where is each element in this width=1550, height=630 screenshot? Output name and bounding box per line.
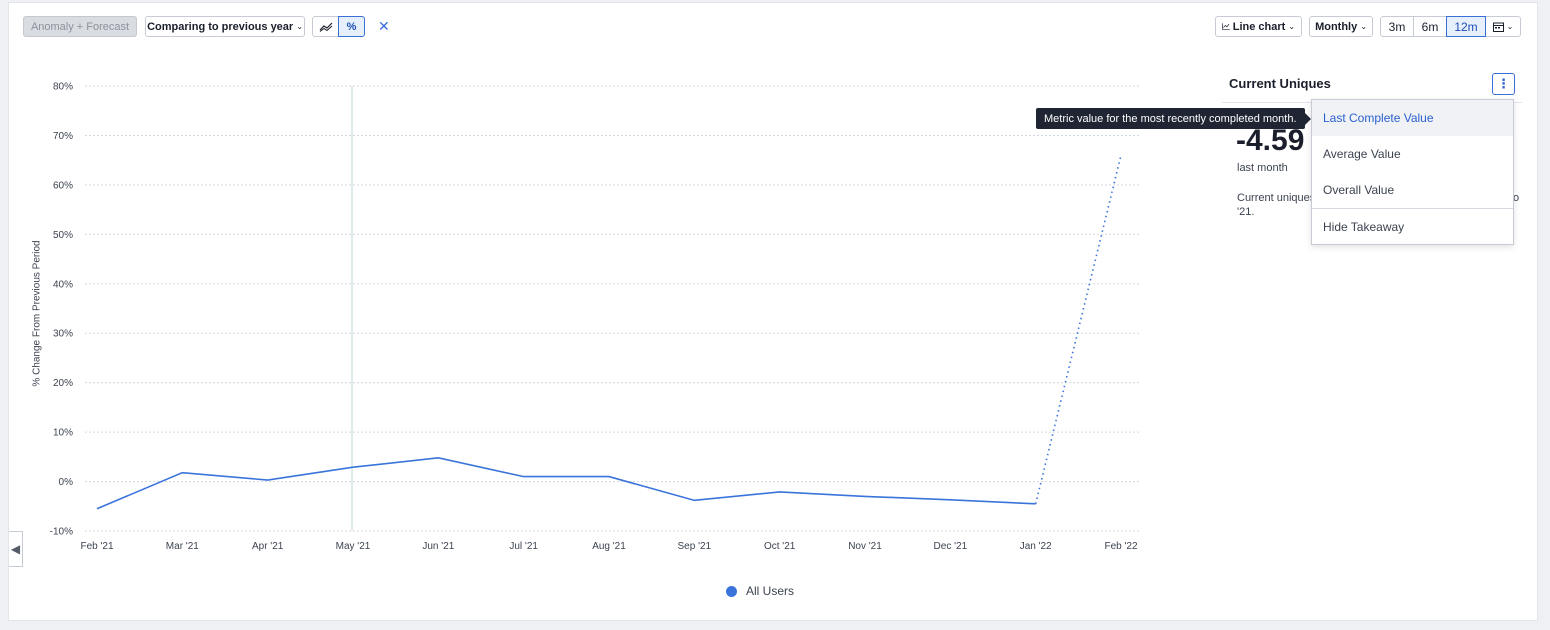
y-tick-label: 50% [53, 230, 73, 241]
x-tick-label: Dec '21 [934, 541, 968, 552]
takeaway-text: Current uniques o '21. [1237, 191, 1527, 219]
chart-legend[interactable]: All Users [726, 584, 794, 598]
close-icon[interactable]: ✕ [378, 18, 390, 34]
compare-label: Comparing to previous year [147, 20, 294, 33]
percent-label: % [346, 20, 357, 33]
line-chart-icon [1222, 23, 1230, 30]
x-tick-label: Jun '21 [422, 541, 454, 552]
interval-dropdown[interactable]: Monthly ⌄ [1309, 16, 1373, 37]
x-tick-label: Feb '22 [1104, 541, 1137, 552]
x-tick-label: Oct '21 [764, 541, 796, 552]
interval-label: Monthly [1315, 20, 1358, 33]
metric-value: -4.59 [1236, 124, 1305, 157]
percent-toggle-button[interactable]: % [338, 16, 365, 37]
anomaly-forecast-button[interactable]: Anomaly + Forecast [23, 16, 137, 37]
tooltip: Metric value for the most recently compl… [1036, 108, 1310, 129]
line-chart: -10% 0% 10% 20% 30% 40% 50% 60% 70% 80% Feb '21 Mar… [50, 82, 1139, 552]
kebab-menu-icon[interactable]: ⋮ [1492, 73, 1515, 95]
display-mode-toggle: % [312, 16, 365, 37]
y-tick-label: 10% [53, 428, 73, 439]
menu-item-last-complete-value[interactable]: Last Complete Value [1312, 100, 1513, 136]
menu-separator [1312, 208, 1513, 209]
menu-item-average-value[interactable]: Average Value [1323, 147, 1401, 161]
range-3m-button[interactable]: 3m [1380, 16, 1414, 37]
chevron-down-icon: ⌄ [296, 22, 303, 31]
range-label: 3m [1388, 19, 1406, 34]
range-label: 12m [1454, 19, 1478, 34]
y-tick-label: 60% [53, 180, 73, 191]
compare-dropdown[interactable]: Comparing to previous year ⌄ [145, 16, 305, 37]
takeaway-menu: Last Complete Value Average Value Overal… [1311, 99, 1514, 245]
range-6m-button[interactable]: 6m [1413, 16, 1447, 37]
x-tick-label: May '21 [336, 541, 371, 552]
chevron-down-icon: ⌄ [1360, 22, 1367, 31]
series-line-all-users [96, 457, 1036, 510]
y-tick-label: 80% [53, 82, 73, 93]
legend-swatch [726, 585, 737, 597]
x-tick-label: Sep '21 [678, 541, 712, 552]
takeaway-tail: o [1513, 192, 1520, 204]
chevron-down-icon: ⌄ [1506, 22, 1514, 31]
x-tick-label: Aug '21 [592, 541, 626, 552]
trend-lines-icon [319, 22, 332, 32]
y-tick-label: 30% [53, 329, 73, 340]
series-line-incomplete [1034, 155, 1122, 504]
range-selector: 3m 6m 12m ⌄ [1380, 16, 1521, 37]
chart-type-label: Line chart [1232, 20, 1286, 33]
x-tick-label: Mar '21 [166, 541, 199, 552]
x-tick-label: Apr '21 [252, 541, 284, 552]
y-tick-label: 70% [53, 131, 73, 142]
y-tick-label: 20% [53, 378, 73, 389]
chevron-left-icon: ◀ [10, 542, 21, 556]
menu-item-overall-value[interactable]: Overall Value [1323, 183, 1395, 197]
chevron-down-icon: ⌄ [1288, 22, 1295, 31]
takeaway-line1: Current uniques [1237, 192, 1316, 204]
y-tick-label: 40% [53, 279, 73, 290]
y-axis-label: % Change From Previous Period [31, 240, 43, 387]
calendar-icon [1492, 22, 1504, 32]
analysis-card [8, 2, 1538, 621]
x-tick-label: Feb '21 [80, 541, 113, 552]
legend-label: All Users [746, 584, 795, 598]
range-label: 6m [1421, 19, 1439, 34]
menu-item-hide-takeaway[interactable]: Hide Takeaway [1323, 220, 1405, 234]
chart-type-dropdown[interactable]: Line chart ⌄ [1215, 16, 1302, 37]
panel-title: Current Uniques [1229, 76, 1331, 91]
x-tick-label: Nov '21 [848, 541, 882, 552]
metric-period: last month [1237, 162, 1288, 174]
x-tick-label: Jan '22 [1020, 541, 1052, 552]
date-picker-button[interactable]: ⌄ [1485, 16, 1521, 37]
range-12m-button[interactable]: 12m [1446, 16, 1486, 37]
x-tick-label: Jul '21 [509, 541, 538, 552]
takeaway-line2: '21. [1237, 206, 1255, 218]
collapse-sidebar-button[interactable]: ◀ [9, 531, 23, 567]
y-tick-label: -10% [50, 527, 73, 538]
y-tick-label: 0% [59, 477, 74, 488]
